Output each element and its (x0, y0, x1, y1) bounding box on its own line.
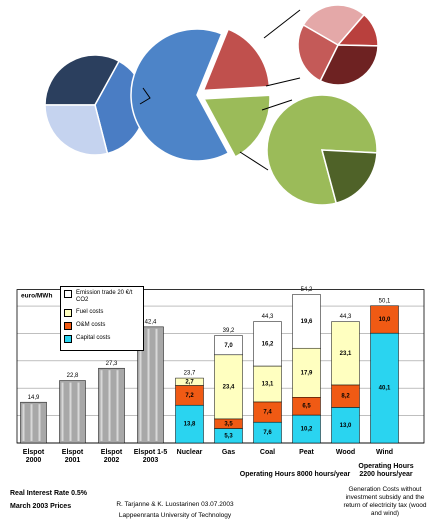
pie-slice (44, 54, 121, 106)
segment-label: 13,1 (262, 382, 274, 388)
total-label: 39,2 (223, 328, 235, 334)
x-tick-label: Elspot 2000 (22, 449, 45, 464)
segment-label: 5,3 (224, 433, 233, 439)
segment-label: 13,0 (340, 423, 352, 429)
bar-segment (214, 335, 243, 356)
x-tick-label: Nuclear (176, 449, 203, 456)
segment-label: 10,2 (301, 427, 313, 433)
connector-line (239, 151, 269, 171)
pie-slice (321, 149, 378, 205)
annotation: Generation Costs without investment subs… (343, 486, 427, 517)
legend-swatch (64, 309, 72, 317)
bar-segment (292, 294, 321, 349)
connector-line (263, 9, 301, 39)
segment-label: 40,1 (379, 386, 391, 392)
segment-label: 7,6 (263, 430, 272, 436)
x-tick-label: Wood (335, 449, 356, 456)
connector-line (261, 99, 293, 111)
x-tick-label: Wind (375, 449, 394, 456)
pie-slice (202, 28, 271, 92)
segment-label: 23,4 (223, 384, 235, 390)
legend-label: Fuel costs (76, 309, 104, 315)
segment-label: 7,2 (185, 393, 194, 399)
annotation: Operating Hours 2200 hours/year (358, 463, 414, 478)
annotation: R. Tarjanne & K. Luostarinen 03.07.2003 (116, 501, 234, 508)
bar-segment (292, 414, 321, 444)
legend-label: Capital costs (76, 335, 111, 341)
legend-item: O&M costs (64, 322, 140, 330)
x-tick-label: Elspot 1-5 2003 (133, 449, 168, 464)
bars: 14,9 22,8 27,3 42,4 13,8 7,2 2,7 23,7 5,3 3,5 23,4… (20, 287, 399, 444)
bar-segment (214, 354, 243, 420)
x-tick-label: Elspot 2001 (61, 449, 84, 464)
total-label: 23,7 (184, 371, 196, 377)
x-tick-label: Peat (299, 449, 314, 456)
legend-item: Fuel costs (64, 309, 140, 317)
bar-segment (253, 321, 282, 367)
annotation: Operating Hours 8000 hours/year (239, 471, 351, 478)
connector-line (139, 87, 151, 105)
bar-segment (175, 377, 204, 386)
total-label: 50,1 (379, 298, 391, 304)
total-label: 54,2 (301, 287, 313, 293)
pie-group (44, 4, 379, 206)
connectors (139, 9, 301, 171)
segment-label: 8,2 (341, 394, 350, 400)
bar-segment (292, 347, 321, 398)
segment-label: 23,1 (340, 351, 352, 357)
annotation: Real Interest Rate 0.5% (10, 490, 88, 497)
segment-label: 17,9 (301, 370, 313, 376)
legend-swatch (64, 322, 72, 330)
segment-label: 3,5 (224, 421, 233, 427)
x-tick-label: Gas (221, 449, 236, 456)
bar-segment (331, 407, 360, 444)
segment-label: 6,5 (302, 404, 311, 410)
pie-slice (319, 44, 379, 86)
segment-label: 16,2 (262, 341, 274, 347)
segment-label: 13,8 (184, 422, 196, 428)
legend-swatch (64, 290, 72, 298)
connector-line (265, 77, 301, 87)
legend-label: O&M costs (76, 322, 106, 328)
total-label: 22,8 (67, 373, 79, 379)
legend-item: Capital costs (64, 335, 140, 343)
pie-slice (44, 104, 109, 156)
pie-slice (130, 28, 230, 162)
y-axis-label: euro/MWh (21, 293, 52, 300)
segment-label: 10,0 (379, 317, 391, 323)
pie-slice (297, 23, 339, 82)
bar-segment (331, 321, 360, 386)
segment-label: 19,6 (301, 319, 313, 325)
bar-segment (59, 380, 86, 444)
bar-segment (20, 401, 47, 444)
bar-segment (98, 367, 125, 444)
legend: Emission trade 20 €/t CO2 Fuel costs O&M c… (60, 286, 144, 351)
annotation: March 2003 Prices (10, 503, 72, 510)
segment-label: 7,0 (224, 343, 233, 349)
annotation: Lappeenranta University of Technology (118, 512, 232, 519)
total-label: 44,3 (340, 314, 352, 320)
legend-item: Emission trade 20 €/t CO2 (64, 290, 140, 304)
legend-label: Emission trade 20 €/t CO2 (76, 290, 133, 303)
total-label: 27,3 (106, 361, 118, 367)
pie-slice (202, 94, 271, 158)
total-label: 42,4 (145, 319, 157, 325)
bar-segment (370, 305, 399, 334)
legend-swatch (64, 335, 72, 343)
segment-label: 2,7 (185, 379, 194, 385)
pie-slice (302, 4, 366, 46)
total-label: 44,3 (262, 314, 274, 320)
total-label: 14,9 (28, 395, 40, 401)
x-tick-label: Coal (259, 449, 276, 456)
segment-label: 7,4 (263, 410, 272, 416)
x-tick-label: Elspot 2002 (100, 449, 123, 464)
